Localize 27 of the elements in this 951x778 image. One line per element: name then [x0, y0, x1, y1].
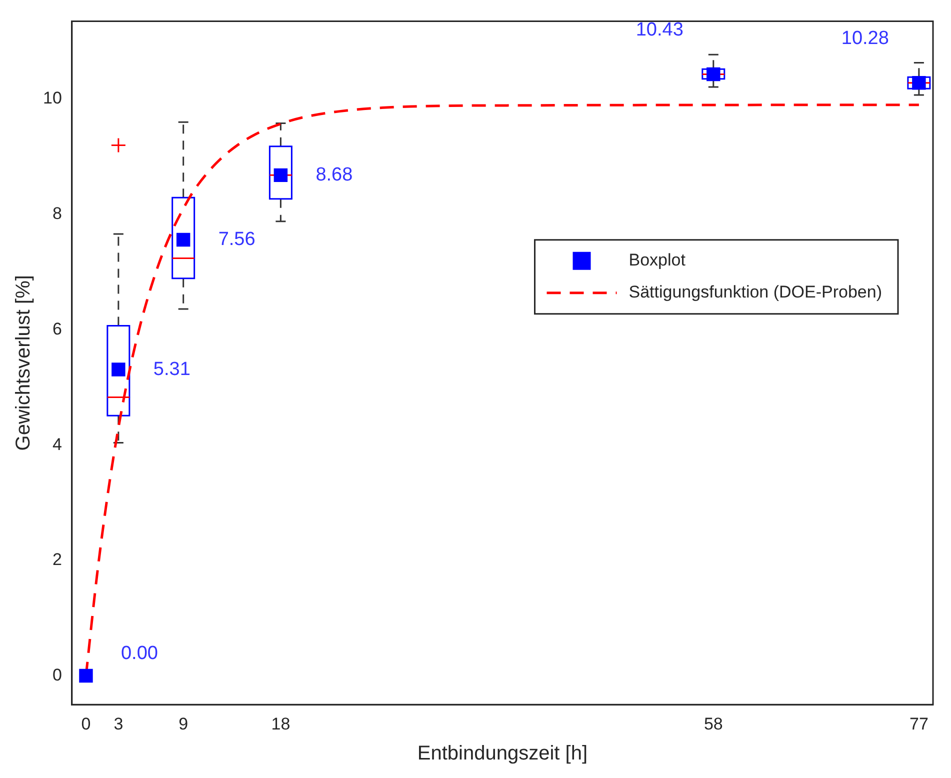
point — [706, 67, 720, 82]
y-tick-label: 2 — [52, 550, 62, 570]
point — [79, 668, 93, 683]
x-tick-label: 0 — [81, 714, 91, 734]
point — [112, 362, 126, 376]
data-label: 10.28 — [841, 28, 889, 50]
x-tick-label: 3 — [114, 714, 124, 734]
y-tick-label: 8 — [52, 204, 62, 224]
legend-label: Sättigungsfunktion (DOE-Proben) — [628, 282, 882, 302]
data-label: 0.00 — [120, 643, 158, 664]
data-label: 8.68 — [316, 164, 353, 186]
x-tick-label: 58 — [704, 714, 723, 734]
x-axis-title: Entbindungszeit [h] — [417, 742, 588, 765]
legend-label: Boxplot — [628, 250, 686, 270]
x-tick-label: 18 — [271, 714, 290, 734]
point — [912, 76, 926, 90]
data-label: 10.43 — [636, 19, 684, 40]
y-axis-title: Gewichtsverlust [%] — [12, 275, 35, 451]
x-tick-label: 9 — [178, 714, 188, 734]
data-label: 7.56 — [218, 229, 256, 250]
y-tick-label: 6 — [52, 319, 62, 338]
y-tick-label: 0 — [52, 665, 62, 684]
x-tick-label: 77 — [909, 714, 928, 734]
y-tick-label: 10 — [42, 88, 62, 108]
data-label: 5.31 — [153, 358, 190, 380]
y-tick-label: 4 — [52, 434, 62, 454]
point — [176, 232, 190, 247]
